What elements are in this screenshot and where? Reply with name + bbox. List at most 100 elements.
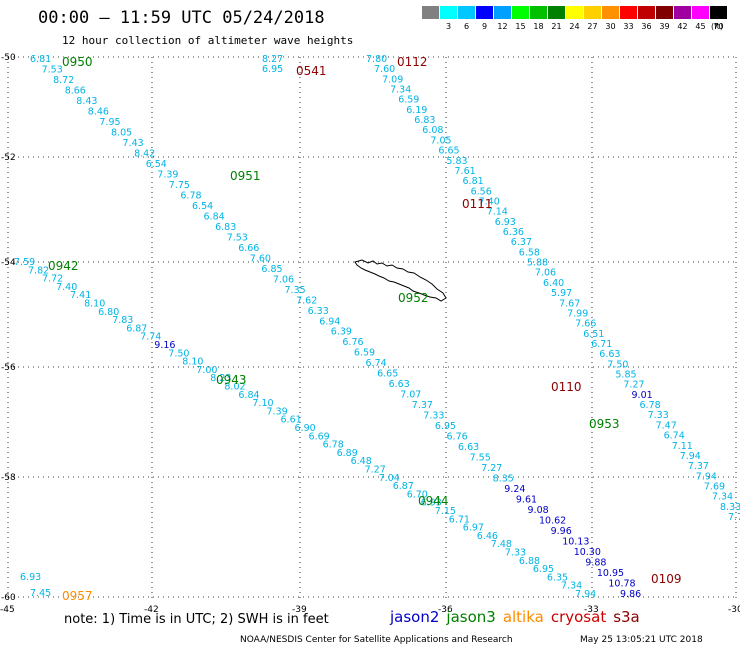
wave-height-value: 7.27 bbox=[481, 463, 502, 474]
wave-height-value: 8.27 bbox=[262, 54, 283, 65]
wave-height-value: 6.74 bbox=[664, 431, 685, 442]
wave-height-value: 7.55 bbox=[470, 453, 491, 464]
axis-labels: -45 -42 -39 -36 -33 -30 -50 -52 -54 -56 -58 -60 bbox=[0, 53, 740, 615]
wave-height-value: 6.76 bbox=[342, 337, 363, 348]
longitude-tick-label: -45 bbox=[0, 605, 15, 615]
wave-height-value: 6.84 bbox=[204, 211, 225, 222]
wave-height-value: 7.33 bbox=[505, 548, 526, 559]
legend-unit: (ft) bbox=[711, 22, 724, 31]
longitude-tick-label: -39 bbox=[292, 605, 307, 615]
wave-height-value: 7.60 bbox=[374, 64, 395, 75]
legend-swatch bbox=[692, 6, 709, 19]
satellite-key-item: jason2 bbox=[390, 608, 440, 626]
wave-height-value: 10.95 bbox=[597, 568, 624, 579]
wave-height-value: 6.87 bbox=[126, 323, 147, 334]
wave-height-value: 7.59 bbox=[14, 257, 35, 268]
wave-height-value: 10.30 bbox=[574, 547, 601, 558]
wave-height-value: 6.70 bbox=[407, 489, 428, 500]
wave-height-value: 7.53 bbox=[42, 65, 63, 76]
wave-height-value: 7.95 bbox=[99, 117, 120, 128]
wave-height-value: 7.40 bbox=[56, 282, 77, 293]
legend-swatch bbox=[638, 6, 655, 19]
wave-height-value: 8.42 bbox=[134, 148, 155, 159]
wave-height-value: 7.80 bbox=[366, 54, 387, 65]
wave-height-value: 7.72 bbox=[42, 274, 63, 285]
legend-label: 42 bbox=[677, 22, 688, 31]
wave-height-value: 7.66 bbox=[575, 319, 596, 330]
wave-height-value: 6.65 bbox=[438, 146, 459, 157]
pass-label: 0951 bbox=[230, 169, 261, 183]
satellite-key: jason2 jason3 altika cryosat s3a bbox=[390, 608, 647, 626]
wave-height-value: 6.65 bbox=[377, 369, 398, 380]
wave-height-value: 7.67 bbox=[559, 298, 580, 309]
legend-swatch bbox=[674, 6, 691, 19]
wave-height-value: 6.85 bbox=[261, 264, 282, 275]
wave-height-value: 7.40 bbox=[479, 197, 500, 208]
pass-label: 0944 bbox=[418, 494, 449, 508]
legend-label: 15 bbox=[515, 22, 526, 31]
legend-label: 36 bbox=[641, 22, 652, 31]
legend-label: 45 bbox=[695, 22, 706, 31]
pass-labels: 0950 0541 0112 0951 0111 0942 0952 0943 0110 0953… bbox=[48, 55, 682, 603]
map-title: 00:00 – 11:59 UTC 05/24/2018 bbox=[38, 8, 325, 28]
wave-height-value: 6.95 bbox=[262, 64, 283, 75]
wave-height-value: 6.46 bbox=[477, 531, 498, 542]
wave-height-value: 7.45 bbox=[30, 588, 51, 599]
satellite-key-item: jason3 bbox=[446, 608, 496, 626]
wave-height-value: 6.08 bbox=[422, 125, 443, 136]
legend-swatch bbox=[602, 6, 619, 19]
wave-height-value: 6.93 bbox=[495, 217, 516, 228]
longitude-tick-label: -30 bbox=[728, 605, 740, 615]
wave-height-value: 9.61 bbox=[516, 495, 537, 506]
legend-swatch bbox=[440, 6, 457, 19]
wave-height-value: 8.46 bbox=[88, 107, 109, 118]
wave-height-value: 6.94 bbox=[319, 316, 340, 327]
wave-height-value: 6.36 bbox=[503, 227, 524, 238]
satellite-key-item: altika bbox=[502, 608, 544, 626]
longitude-tick-label: -42 bbox=[144, 605, 159, 615]
wave-height-value: 8.10 bbox=[84, 299, 105, 310]
wave-height-value: 6.37 bbox=[511, 237, 532, 248]
wave-height-value: 7.7 bbox=[728, 512, 740, 523]
wave-height-value: 7.00 bbox=[196, 365, 217, 376]
color-legend: 3 6 9 12 15 18 21 24 27 30 33 36 39 42 45 70 bbox=[422, 6, 728, 34]
wave-height-value: 10.78 bbox=[608, 579, 635, 590]
wave-height-value: 8.33 bbox=[720, 502, 740, 513]
legend-swatch bbox=[566, 6, 583, 19]
wave-height-value: 7.09 bbox=[382, 74, 403, 85]
legend-label: 9 bbox=[481, 22, 488, 31]
wave-height-value: 7.47 bbox=[656, 420, 677, 431]
wave-height-value: 9.01 bbox=[632, 390, 653, 401]
legend-label: 24 bbox=[569, 22, 580, 31]
latitude-tick-label: -56 bbox=[1, 363, 16, 373]
wave-height-value: 6.71 bbox=[591, 339, 612, 350]
wave-height-value: 7.39 bbox=[267, 406, 288, 417]
wave-height-value: 6.93 bbox=[20, 572, 41, 583]
wave-height-value: 7.11 bbox=[672, 441, 693, 452]
wave-height-value: 6.56 bbox=[471, 186, 492, 197]
footer-note: note: 1) Time is in UTC; 2) SWH is in fe… bbox=[64, 612, 329, 627]
wave-height-value: 6.95 bbox=[533, 564, 554, 575]
graticule bbox=[7, 56, 737, 600]
wave-height-value: 8.66 bbox=[65, 86, 86, 97]
wave-height-value: 5.97 bbox=[551, 288, 572, 299]
wave-height-value: 6.97 bbox=[463, 523, 484, 534]
legend-label: 12 bbox=[497, 22, 508, 31]
legend-label: 18 bbox=[533, 22, 544, 31]
wave-height-value: 7.33 bbox=[423, 411, 444, 422]
wave-height-value: 6.54 bbox=[146, 159, 167, 170]
latitude-tick-label: -58 bbox=[1, 473, 16, 483]
wave-height-value: 7.37 bbox=[688, 461, 709, 472]
wave-height-value: 7.94 bbox=[575, 589, 596, 600]
wave-height-value: 6.58 bbox=[519, 247, 540, 258]
pass-label: 0110 bbox=[551, 380, 582, 394]
wave-height-value: 7.74 bbox=[140, 332, 161, 343]
south-georgia-island bbox=[354, 259, 447, 302]
legend-label: 27 bbox=[587, 22, 598, 31]
generation-timestamp: May 25 13:05:21 UTC 2018 bbox=[580, 635, 703, 645]
wave-height-value: 6.63 bbox=[389, 379, 410, 390]
pass-label: 0950 bbox=[62, 55, 93, 69]
wave-height-value: 6.88 bbox=[519, 556, 540, 567]
wave-height-value: 7.37 bbox=[412, 400, 433, 411]
